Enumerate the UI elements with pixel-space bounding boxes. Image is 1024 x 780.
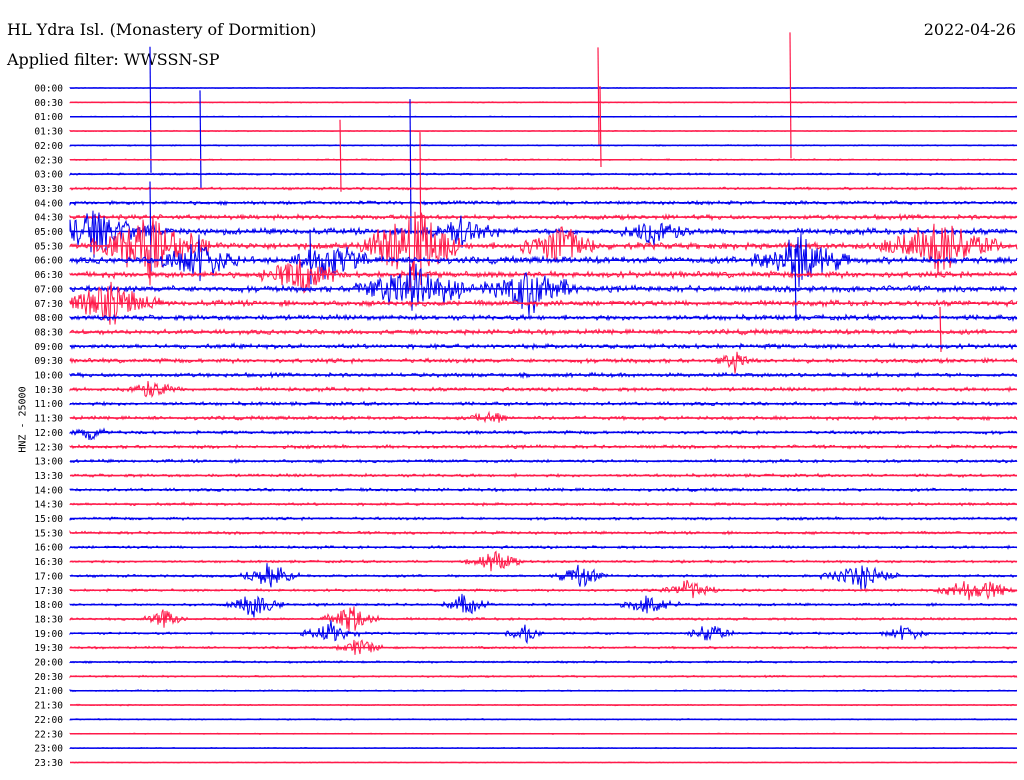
row-time-label: 02:00 bbox=[34, 141, 63, 152]
row-time-label: 20:00 bbox=[34, 658, 63, 669]
row-time-label: 16:30 bbox=[34, 557, 63, 568]
row-time-label: 06:00 bbox=[34, 256, 63, 267]
row-time-label: 15:00 bbox=[34, 514, 63, 525]
row-time-label: 06:30 bbox=[34, 270, 63, 281]
row-time-label: 13:30 bbox=[34, 471, 63, 482]
trace-spike bbox=[409, 99, 412, 235]
row-time-label: 14:30 bbox=[34, 500, 63, 511]
row-time-label: 01:00 bbox=[34, 112, 63, 123]
trace-line bbox=[69, 593, 1018, 618]
trace-line bbox=[69, 233, 1018, 288]
trace-line bbox=[69, 351, 1018, 374]
row-time-label: 03:30 bbox=[34, 184, 63, 195]
trace-line bbox=[69, 380, 1017, 398]
trace-spike bbox=[339, 119, 342, 192]
row-time-label: 04:30 bbox=[34, 213, 63, 224]
trace-line bbox=[69, 211, 1018, 292]
row-time-label: 00:00 bbox=[34, 84, 63, 95]
row-time-label: 18:00 bbox=[34, 600, 63, 611]
filter-label: Applied filter: WWSSN-SP bbox=[7, 50, 220, 69]
row-time-label: 14:00 bbox=[34, 485, 63, 496]
row-time-label: 21:30 bbox=[34, 701, 63, 712]
row-time-label: 23:30 bbox=[34, 758, 63, 769]
row-time-label: 11:00 bbox=[34, 399, 63, 410]
row-time-label: 17:00 bbox=[34, 571, 63, 582]
row-time-label: 19:30 bbox=[34, 643, 63, 654]
row-time-label: 18:30 bbox=[34, 614, 63, 625]
trace-spike bbox=[789, 32, 792, 159]
trace-line bbox=[69, 259, 1018, 294]
station-title: HL Ydra Isl. (Monastery of Dormition) bbox=[7, 20, 317, 39]
trace-spike bbox=[599, 86, 602, 168]
row-time-label: 02:30 bbox=[34, 155, 63, 166]
row-time-label: 08:00 bbox=[34, 313, 63, 324]
trace-line bbox=[69, 263, 1018, 316]
row-time-label: 10:00 bbox=[34, 371, 63, 382]
row-time-label: 10:30 bbox=[34, 385, 63, 396]
trace-line bbox=[69, 620, 1018, 645]
trace-spike bbox=[939, 306, 942, 352]
trace-spike bbox=[199, 90, 202, 190]
trace-line bbox=[69, 427, 1018, 441]
row-time-label: 11:30 bbox=[34, 414, 63, 425]
row-time-label: 05:30 bbox=[34, 241, 63, 252]
row-time-label: 04:00 bbox=[34, 198, 63, 209]
row-time-label: 01:30 bbox=[34, 127, 63, 138]
row-time-label: 17:30 bbox=[34, 586, 63, 597]
row-time-label: 23:00 bbox=[34, 744, 63, 755]
row-time-label: 15:30 bbox=[34, 528, 63, 539]
row-time-label: 12:00 bbox=[34, 428, 63, 439]
row-time-label: 16:00 bbox=[34, 543, 63, 554]
row-time-label: 13:00 bbox=[34, 457, 63, 468]
row-time-label: 00:30 bbox=[34, 98, 63, 109]
date-label: 2022-04-26 bbox=[923, 20, 1016, 39]
row-time-label: 12:30 bbox=[34, 442, 63, 453]
row-time-label: 09:00 bbox=[34, 342, 63, 353]
row-time-label: 22:00 bbox=[34, 715, 63, 726]
trace-spike bbox=[794, 248, 797, 321]
row-time-label: 08:30 bbox=[34, 327, 63, 338]
trace-spike bbox=[597, 47, 600, 147]
row-time-label: 03:00 bbox=[34, 170, 63, 181]
row-time-label: 20:30 bbox=[34, 672, 63, 683]
trace-spike bbox=[149, 46, 152, 173]
row-time-label: 19:00 bbox=[34, 629, 63, 640]
trace-spike bbox=[419, 132, 422, 286]
row-time-label: 21:00 bbox=[34, 686, 63, 697]
row-time-label: 09:30 bbox=[34, 356, 63, 367]
row-time-label: 05:00 bbox=[34, 227, 63, 238]
row-time-label: 07:00 bbox=[34, 284, 63, 295]
row-time-label: 07:30 bbox=[34, 299, 63, 310]
row-time-label: 22:30 bbox=[34, 729, 63, 740]
